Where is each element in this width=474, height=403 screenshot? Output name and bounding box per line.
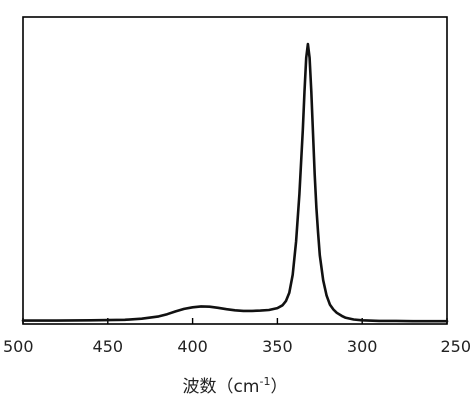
x-axis-label-main: 波数（cm [183,377,260,397]
spectrum-line [21,42,449,323]
x-tick-label: 300 [347,337,378,356]
x-axis-label-close: ） [270,377,287,397]
x-tick-label: 250 [440,337,471,356]
x-tick-label: 400 [177,337,208,356]
x-axis-ticks: 500 450 400 350 300 250 [3,318,471,356]
plot-frame [22,16,448,325]
x-axis-label-superscript: -1 [259,375,270,388]
x-axis-label: 波数（cm-1） [183,375,288,397]
x-tick-label: 350 [262,337,293,356]
x-tick-label: 500 [3,337,34,356]
x-tick-label: 450 [93,337,124,356]
